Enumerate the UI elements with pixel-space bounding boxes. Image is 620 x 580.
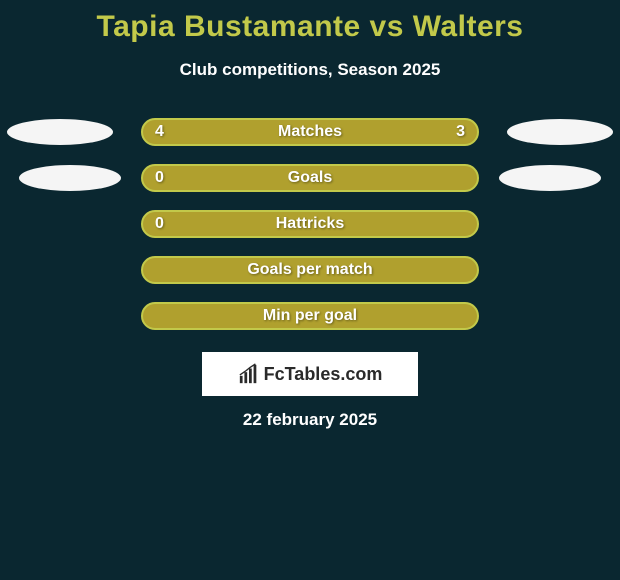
stat-bar: Min per goal: [141, 302, 479, 330]
brand-box: FcTables.com: [202, 352, 418, 396]
stat-row-hattricks: 0 Hattricks: [0, 210, 620, 256]
stat-row-matches: 4 Matches 3: [0, 118, 620, 164]
stat-row-goals-per-match: Goals per match: [0, 256, 620, 302]
stat-label: Matches: [278, 123, 342, 141]
stat-label: Hattricks: [276, 215, 344, 233]
brand-label: FcTables.com: [264, 364, 383, 385]
player-right-ellipse: [499, 165, 601, 191]
stat-bar: 0 Hattricks: [141, 210, 479, 238]
bars-icon: [238, 363, 260, 385]
stat-label: Goals per match: [247, 261, 372, 279]
stat-value-right: 3: [456, 123, 465, 141]
player-right-ellipse: [507, 119, 613, 145]
stat-value-left: 4: [155, 123, 164, 141]
stat-row-goals: 0 Goals: [0, 164, 620, 210]
player-left-ellipse: [19, 165, 121, 191]
stat-bar: 0 Goals: [141, 164, 479, 192]
stat-value-left: 0: [155, 169, 164, 187]
brand-text: FcTables.com: [238, 363, 383, 385]
stat-label: Goals: [288, 169, 332, 187]
stat-bar: Goals per match: [141, 256, 479, 284]
date-text: 22 february 2025: [243, 410, 377, 430]
stat-row-min-per-goal: Min per goal: [0, 302, 620, 348]
stat-bar: 4 Matches 3: [141, 118, 479, 146]
player-left-ellipse: [7, 119, 113, 145]
stats-rows: 4 Matches 3 0 Goals 0 Hattricks Goals pe…: [0, 118, 620, 348]
stat-label: Min per goal: [263, 307, 357, 325]
comparison-subtitle: Club competitions, Season 2025: [0, 60, 620, 80]
comparison-title: Tapia Bustamante vs Walters: [0, 0, 620, 44]
stat-value-left: 0: [155, 215, 164, 233]
